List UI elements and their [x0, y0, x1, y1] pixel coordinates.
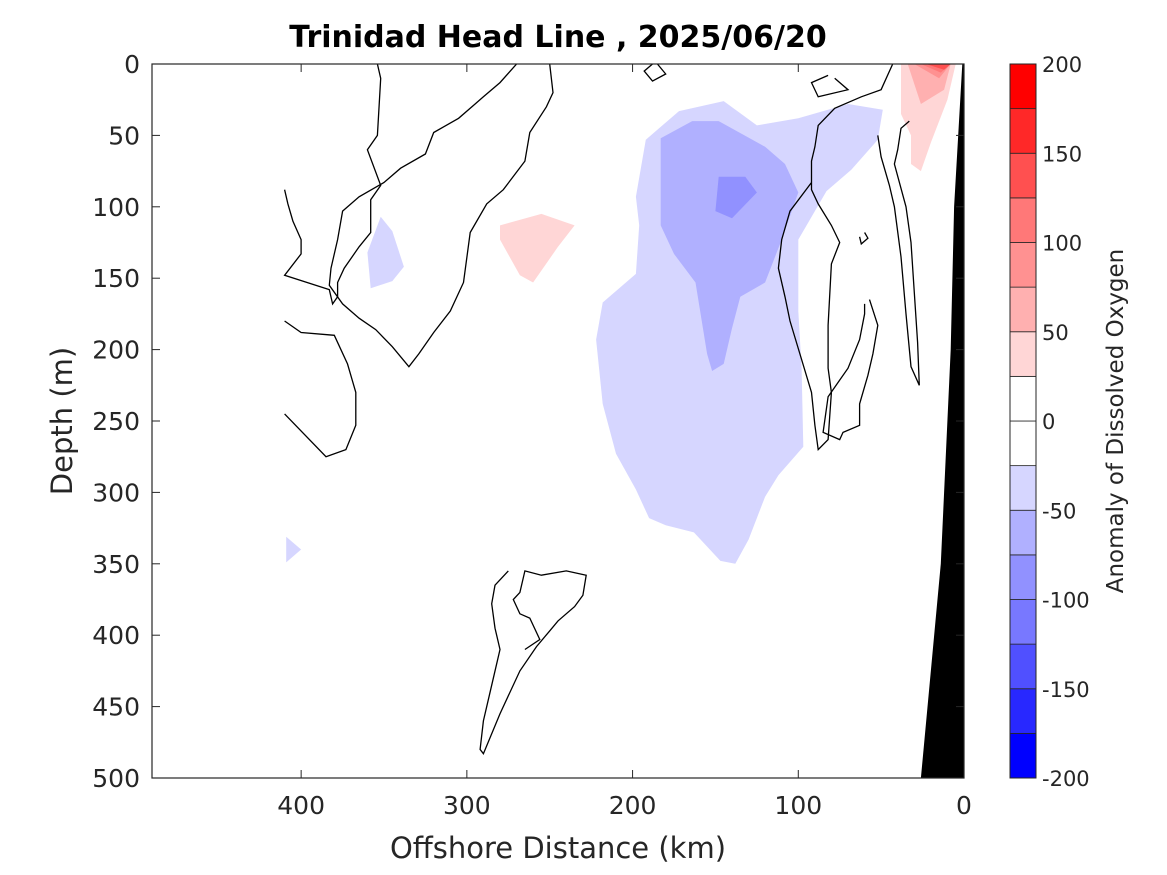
y-tick-label: 350 [92, 550, 140, 579]
colorbar-frame [1009, 63, 1037, 779]
y-tick-label: 250 [92, 407, 140, 436]
colorbar-tick-label: 200 [1042, 53, 1082, 77]
contour-line-6 [858, 232, 869, 246]
colorbar-bin [1009, 375, 1037, 422]
y-tick-label: 300 [92, 478, 140, 507]
contour-line-8 [877, 120, 920, 386]
colorbar-bin [1009, 152, 1037, 199]
y-tick-label: 0 [124, 50, 140, 79]
colorbar-bin [1009, 688, 1037, 734]
y-tick-label: 400 [92, 621, 140, 650]
y-tick-label: 150 [92, 264, 140, 293]
colorbar-label: Anomaly of Dissolved Oxygen [1103, 249, 1129, 594]
y-axis-label: Depth (m) [45, 347, 79, 495]
filled-region-5 [500, 213, 575, 283]
colorbar-tick-label: -200 [1042, 767, 1090, 791]
contour-line-3 [643, 64, 667, 82]
colorbar-tick-label: 150 [1042, 142, 1082, 166]
colorbar-tick-label: 50 [1042, 321, 1069, 345]
colorbar-bin [1009, 197, 1037, 243]
colorbar-bin [1009, 63, 1037, 110]
colorbar-tick-label: 0 [1042, 410, 1055, 434]
contour-line-1 [284, 320, 357, 458]
colorbar-bin [1009, 599, 1037, 645]
colorbar-tick-label: -50 [1042, 499, 1076, 523]
colorbar-bin [1009, 509, 1037, 556]
colorbar-bin [1009, 554, 1037, 600]
bathymetry [920, 64, 964, 778]
contour-lines [283, 64, 920, 755]
colorbar-bin [1009, 732, 1037, 779]
contour-line-5 [810, 74, 850, 98]
contour-line-4 [777, 64, 894, 451]
colorbar-bin [1009, 286, 1037, 333]
filled-region-3 [367, 216, 404, 289]
x-tick-label: 200 [609, 791, 657, 820]
colorbar-bin [1009, 108, 1037, 154]
y-tick-label: 50 [108, 121, 140, 150]
colorbar: 200 150 100 50 0 -50 -100 -150 -200 [1009, 53, 1090, 791]
colorbar-bin [1009, 331, 1037, 377]
filled-region-10 [925, 64, 951, 70]
contour-line-7 [822, 299, 879, 441]
x-tick-label: 0 [956, 791, 972, 820]
colorbar-tick-label: 100 [1042, 232, 1082, 256]
colorbar-bin [1009, 420, 1037, 467]
y-tick-label: 100 [92, 193, 140, 222]
contour-line-9 [479, 570, 587, 755]
colorbar-bin [1009, 242, 1037, 288]
y-tick-label: 450 [92, 693, 140, 722]
y-axis: 0 50 100 150 200 250 300 350 400 450 500 [92, 50, 964, 793]
filled-region-4 [286, 536, 302, 563]
x-axis-label: Offshore Distance (km) [390, 831, 726, 865]
colorbar-bin [1009, 465, 1037, 511]
colorbar-tick-label: -100 [1042, 589, 1090, 613]
x-tick-label: 300 [443, 791, 491, 820]
filled-contours [286, 64, 956, 564]
x-tick-label: 400 [277, 791, 325, 820]
x-tick-label: 100 [774, 791, 822, 820]
contour-line-2 [328, 64, 554, 368]
bathymetry-layer [920, 64, 964, 778]
x-axis: 400 300 200 100 0 [277, 64, 972, 820]
filled-region-2 [715, 176, 757, 219]
y-tick-label: 200 [92, 336, 140, 365]
chart-title: Trinidad Head Line , 2025/06/20 [289, 20, 826, 55]
filled-region-1 [660, 121, 799, 371]
colorbar-bin [1009, 643, 1037, 690]
colorbar-tick-label: -150 [1042, 678, 1090, 702]
y-tick-label: 500 [92, 764, 140, 793]
contour-line-0 [283, 64, 382, 306]
